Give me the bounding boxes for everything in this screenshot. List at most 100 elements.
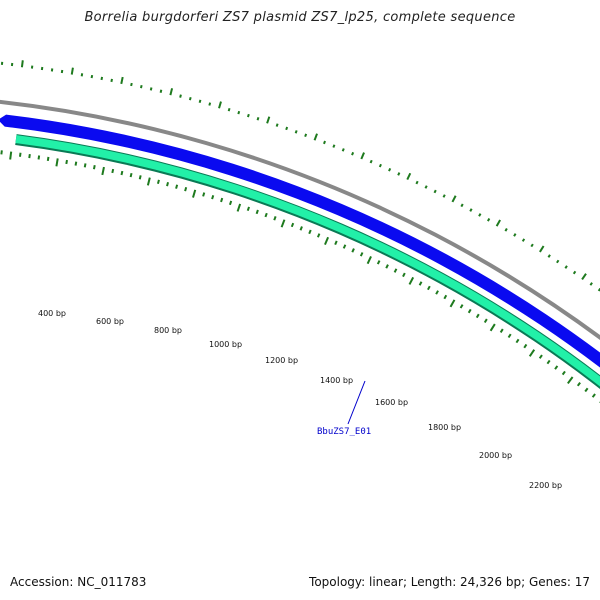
inner-tick [528, 349, 536, 357]
outer-ticks [0, 60, 600, 292]
inner-tick [523, 343, 528, 349]
inner-tick [211, 194, 215, 200]
gene-label-leader [347, 380, 366, 425]
accession-text: Accession: NC_011783 [10, 575, 147, 589]
inner-tick [37, 155, 41, 160]
outer-tick [198, 99, 202, 104]
outer-tick [564, 265, 568, 269]
inner-tick [290, 222, 295, 228]
summary-text: Topology: linear; Length: 24,326 bp; Gen… [309, 575, 590, 589]
inner-tick [316, 233, 321, 238]
outer-tick [378, 163, 382, 168]
inner-tick [393, 268, 398, 273]
ruler-label: 1000 bp [209, 340, 242, 349]
outer-tick [504, 228, 508, 232]
inner-tick [192, 189, 197, 198]
outer-tick [539, 245, 545, 253]
tick-labels: 400 bp 600 bp 800 bp 1000 bp 1200 bp 1400 bp 1… [38, 309, 562, 490]
outer-tick [332, 144, 336, 148]
inner-tick [576, 382, 581, 387]
outer-tick [451, 195, 457, 203]
outer-tick [313, 133, 318, 141]
outer-tick [139, 84, 143, 89]
outer-tick [110, 78, 113, 83]
outer-tick [513, 233, 517, 237]
outer-tick [304, 133, 308, 138]
inner-tick [459, 304, 464, 309]
outer-tick [415, 180, 419, 185]
outer-tick [218, 101, 222, 109]
inner-tick [418, 281, 423, 286]
inner-tick [129, 172, 133, 178]
outer-tick [478, 213, 482, 217]
outer-tick [530, 243, 534, 248]
inner-tick [449, 299, 456, 308]
inner-tick [475, 313, 480, 319]
inner-tick [28, 153, 31, 159]
inner-tick [515, 338, 520, 344]
inner-tick [538, 354, 543, 359]
inner-tick [385, 264, 389, 269]
inner-tick [166, 182, 170, 187]
inner-tick [83, 163, 87, 168]
inner-tick [55, 158, 59, 167]
inner-tick [273, 216, 277, 221]
inner-tick [561, 370, 566, 376]
inner-tick [489, 323, 496, 332]
inner-tick [507, 333, 512, 339]
outer-tick [369, 159, 373, 164]
inner-tick [120, 170, 124, 176]
inner-tick [591, 393, 596, 398]
outer-tick [208, 102, 212, 106]
inner-tick [554, 365, 559, 370]
inner-tick [334, 240, 338, 246]
inner-tick [156, 179, 160, 185]
ruler-label: 2000 bp [479, 451, 512, 460]
outer-tick [469, 208, 473, 212]
inner-tick [280, 219, 286, 228]
inner-tick [220, 197, 224, 203]
ruler-label: 800 bp [154, 326, 182, 335]
inner-tick [308, 229, 312, 235]
inner-tick [427, 285, 431, 291]
outer-tick [149, 87, 153, 91]
outer-tick [169, 88, 174, 96]
inner-tick [255, 209, 259, 215]
outer-tick [341, 148, 345, 152]
outer-tick [20, 60, 24, 68]
inner-tick [546, 359, 551, 365]
outer-tick [159, 89, 163, 93]
outer-tick [266, 116, 271, 124]
inner-tick [46, 156, 50, 162]
inner-tick [359, 252, 364, 257]
inner-tick [229, 200, 233, 206]
outer-tick [285, 126, 289, 131]
outer-tick [521, 238, 526, 242]
ruler-label: 1600 bp [375, 398, 408, 407]
outer-tick [275, 123, 279, 127]
outer-tick [487, 218, 491, 222]
outer-tick [581, 273, 587, 281]
outer-tick [433, 189, 437, 194]
inner-tick [202, 192, 206, 197]
inner-tick [402, 272, 406, 278]
outer-tick [547, 254, 551, 258]
inner-tick [184, 186, 188, 192]
inner-tick [342, 244, 347, 249]
inner-tick [567, 376, 574, 385]
ruler-label: 400 bp [38, 309, 66, 318]
outer-tick [256, 116, 260, 121]
outer-tick [80, 73, 84, 77]
outer-tick [294, 130, 298, 134]
outer-tick [130, 82, 133, 87]
outer-tick [424, 185, 428, 189]
inner-tick [351, 248, 355, 253]
inner-tick [435, 290, 439, 295]
inner-tick [111, 168, 115, 174]
gene-label[interactable]: BbuZS7_E01 [317, 427, 371, 437]
inner-tick [499, 328, 504, 333]
inner-tick [246, 206, 250, 212]
inner-tick [376, 260, 381, 265]
inner-tick [18, 152, 22, 157]
